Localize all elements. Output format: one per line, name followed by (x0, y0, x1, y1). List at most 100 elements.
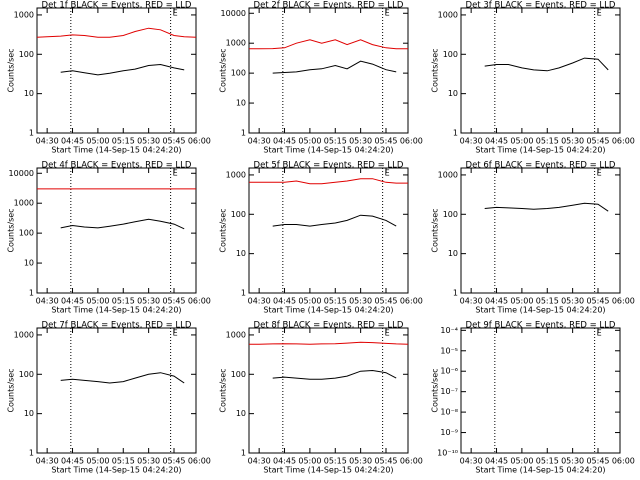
plot-frame (460, 7, 621, 134)
series-line (60, 218, 185, 230)
chart-title: Det 3f BLACK = Events, RED = LLD (466, 1, 616, 11)
y-tick-label: 100 (19, 50, 34, 59)
x-tick-label: 06:00 (400, 137, 423, 146)
y-tick-label: 1000 (226, 330, 246, 339)
plot-frame (248, 167, 409, 294)
x-tick-label: 05:15 (324, 137, 347, 146)
x-tick-label: 05:15 (112, 137, 135, 146)
plot-frame (36, 167, 197, 294)
x-tick-label: 04:45 (61, 297, 84, 306)
y-tick-label: 10⁻⁸ (440, 408, 458, 417)
x-tick-label: 04:45 (485, 137, 508, 146)
x-axis-label: Start Time (14-Sep-15 04:24:20) (475, 466, 605, 475)
x-tick-label: 05:45 (374, 137, 397, 146)
y-tick-label: 1 (453, 289, 458, 298)
y-tick-label: 1000 (226, 39, 246, 48)
plot-frame (36, 327, 197, 454)
y-tick-label: 10 (236, 249, 246, 258)
y-tick-label: 1 (29, 289, 34, 298)
y-tick-label: 10⁻¹⁰ (437, 449, 458, 458)
y-tick-label: 10 (236, 409, 246, 418)
y-tick-label: 100 (19, 370, 34, 379)
x-tick-label: 05:30 (137, 297, 160, 306)
x-axis-label: Start Time (14-Sep-15 04:24:20) (475, 306, 605, 315)
y-tick-label: 1 (29, 449, 34, 458)
y-tick-label: 10⁻⁷ (440, 387, 458, 396)
marker-label: E (173, 9, 178, 18)
x-tick-label: 06:00 (612, 137, 635, 146)
series-line (272, 214, 397, 227)
x-tick-label: 05:00 (298, 297, 321, 306)
y-tick-label: 1000 (14, 330, 34, 339)
marker-label: E (173, 169, 178, 178)
series-line (272, 369, 397, 380)
x-axis-label: Start Time (14-Sep-15 04:24:20) (475, 146, 605, 155)
y-tick-label: 10000 (9, 169, 34, 178)
y-tick-label: 100 (443, 50, 458, 59)
y-axis-label: Counts/sec (431, 48, 440, 92)
marker-label: E (597, 9, 602, 18)
x-tick-label: 05:00 (510, 137, 533, 146)
x-tick-label: 06:00 (612, 297, 635, 306)
y-tick-label: 10 (24, 259, 34, 268)
x-tick-label: 05:30 (561, 297, 584, 306)
x-tick-label: 05:30 (137, 457, 160, 466)
x-tick-label: 05:30 (561, 457, 584, 466)
x-axis-label: Start Time (14-Sep-15 04:24:20) (51, 146, 181, 155)
y-tick-label: 1 (241, 449, 246, 458)
x-tick-label: 06:00 (400, 297, 423, 306)
x-tick-label: 05:15 (536, 457, 559, 466)
x-tick-label: 05:45 (162, 137, 185, 146)
y-axis-label: Counts/sec (219, 48, 228, 92)
y-tick-label: 1 (29, 129, 34, 138)
x-tick-label: 04:45 (273, 137, 296, 146)
plot-frame (460, 327, 621, 454)
x-tick-label: 04:45 (273, 457, 296, 466)
x-tick-label: 04:30 (460, 137, 483, 146)
x-tick-label: 04:30 (36, 297, 59, 306)
chart-title: Det 6f BLACK = Events, RED = LLD (466, 161, 616, 171)
y-tick-label: 100 (231, 210, 246, 219)
x-tick-label: 05:00 (298, 457, 321, 466)
series-line (272, 60, 397, 74)
x-axis-label: Start Time (14-Sep-15 04:24:20) (51, 306, 181, 315)
x-axis-label: Start Time (14-Sep-15 04:24:20) (263, 306, 393, 315)
marker-label: E (385, 169, 390, 178)
chart-title: Det 2f BLACK = Events, RED = LLD (254, 1, 404, 11)
series-line (249, 178, 408, 185)
y-tick-label: 10 (24, 89, 34, 98)
chart-title: Det 9f BLACK = Events, RED = LLD (466, 321, 616, 331)
marker-label: E (385, 9, 390, 18)
x-tick-label: 05:15 (324, 457, 347, 466)
y-tick-label: 1 (453, 129, 458, 138)
plot-frame (460, 167, 621, 294)
x-tick-label: 05:15 (112, 297, 135, 306)
plot-frame (36, 7, 197, 134)
series-line (484, 57, 609, 72)
y-axis-label: Counts/sec (219, 208, 228, 252)
x-tick-label: 05:30 (349, 457, 372, 466)
x-tick-label: 06:00 (188, 457, 211, 466)
x-tick-label: 04:30 (460, 457, 483, 466)
x-tick-label: 05:15 (324, 297, 347, 306)
chart-title: Det 8f BLACK = Events, RED = LLD (254, 321, 404, 331)
x-tick-label: 05:45 (586, 297, 609, 306)
x-axis-label: Start Time (14-Sep-15 04:24:20) (263, 146, 393, 155)
x-tick-label: 05:45 (374, 457, 397, 466)
x-tick-label: 06:00 (400, 457, 423, 466)
y-axis-label: Counts/sec (219, 368, 228, 412)
x-tick-label: 05:30 (137, 137, 160, 146)
y-axis-label: Counts/sec (7, 368, 16, 412)
x-tick-label: 05:15 (112, 457, 135, 466)
x-tick-label: 05:45 (586, 137, 609, 146)
x-axis-label: Start Time (14-Sep-15 04:24:20) (51, 466, 181, 475)
x-tick-label: 04:30 (248, 137, 271, 146)
x-tick-label: 05:00 (510, 297, 533, 306)
x-tick-label: 05:15 (536, 297, 559, 306)
y-tick-label: 10⁻⁹ (440, 428, 458, 437)
x-tick-label: 05:30 (349, 297, 372, 306)
x-tick-label: 06:00 (612, 457, 635, 466)
x-tick-label: 05:00 (86, 297, 109, 306)
chart-title: Det 4f BLACK = Events, RED = LLD (42, 161, 192, 171)
x-tick-label: 04:30 (248, 457, 271, 466)
